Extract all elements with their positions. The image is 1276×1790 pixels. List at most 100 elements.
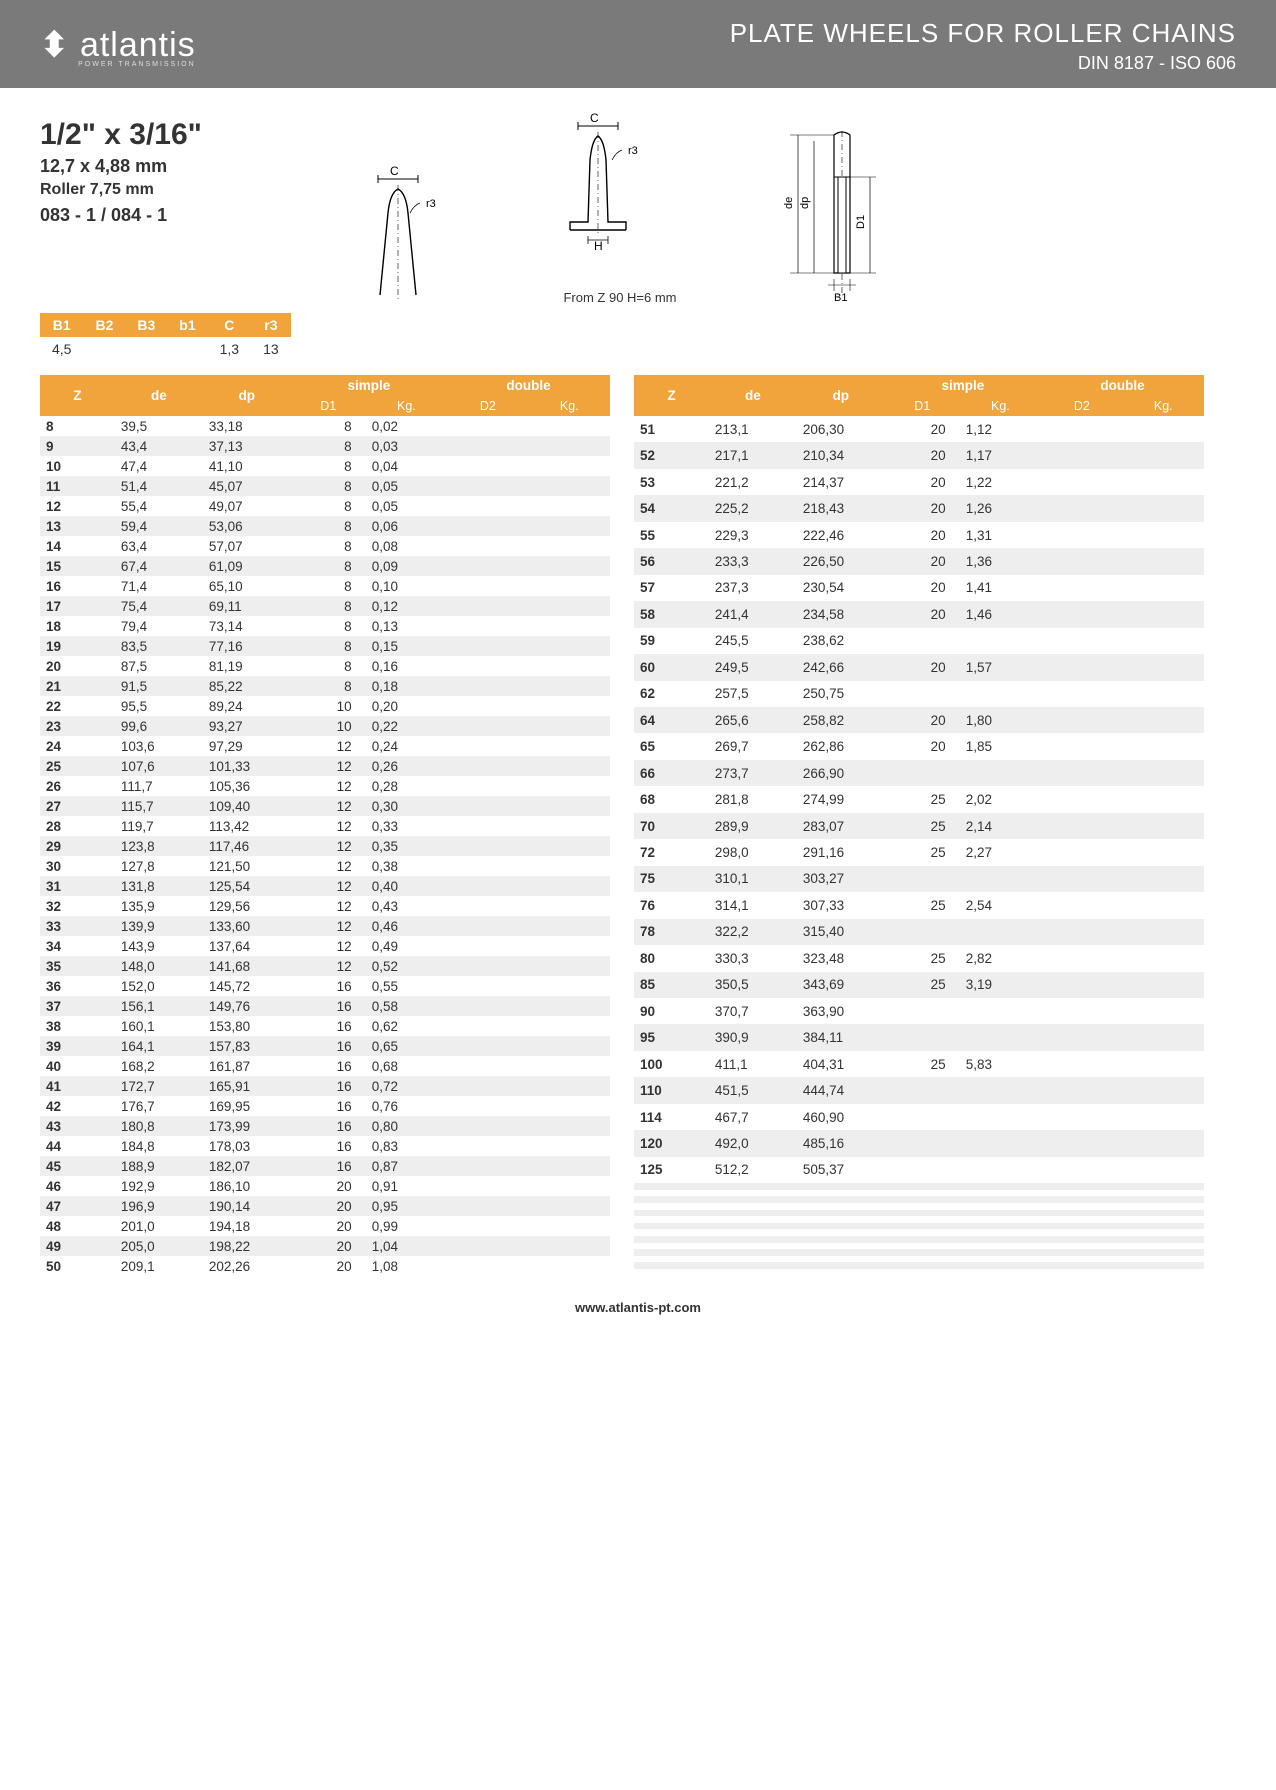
table-cell: 266,90: [797, 760, 885, 786]
table-cell: 1,41: [960, 575, 1041, 601]
table-cell: [960, 919, 1041, 945]
table-cell: [797, 1262, 885, 1269]
table-cell: [447, 916, 528, 936]
table-cell: [447, 656, 528, 676]
table-cell: 149,76: [203, 996, 291, 1016]
table-cell: 31: [40, 876, 115, 896]
table-cell: 512,2: [709, 1157, 797, 1183]
svg-text:H: H: [594, 239, 603, 253]
table-cell: 16: [291, 1096, 366, 1116]
table-cell: 148,0: [115, 956, 203, 976]
table-cell: 1,57: [960, 654, 1041, 680]
table-cell: [529, 996, 610, 1016]
mini-header: B2: [83, 313, 125, 337]
table-cell: 39,5: [115, 416, 203, 436]
table-cell: [1123, 1130, 1204, 1156]
table-cell: 451,5: [709, 1077, 797, 1103]
table-row: 34143,9137,64120,49: [40, 936, 610, 956]
table-cell: [960, 1223, 1041, 1230]
table-cell: [1123, 972, 1204, 998]
table-cell: 33: [40, 916, 115, 936]
table-cell: [885, 1183, 960, 1190]
table-cell: 93,27: [203, 716, 291, 736]
table-cell: 196,9: [115, 1196, 203, 1216]
table-cell: [960, 1190, 1041, 1197]
table-cell: [797, 1223, 885, 1230]
table-cell: [529, 476, 610, 496]
mini-cell: [167, 337, 207, 361]
table-cell: [1041, 681, 1122, 707]
table-cell: [709, 1216, 797, 1223]
table-cell: 23: [40, 716, 115, 736]
table-cell: 1,46: [960, 601, 1041, 627]
table-cell: [797, 1203, 885, 1210]
table-cell: [960, 1229, 1041, 1236]
table-cell: 10: [40, 456, 115, 476]
table-row: 1255,449,0780,05: [40, 496, 610, 516]
table-cell: 281,8: [709, 786, 797, 812]
table-cell: [885, 1223, 960, 1230]
table-row: 72298,0291,16252,27: [634, 839, 1204, 865]
logo-block: ⬍ atlantis POWER TRANSMISSION: [40, 25, 196, 68]
table-cell: 12: [291, 796, 366, 816]
table-cell: 16: [291, 976, 366, 996]
table-cell: [797, 1229, 885, 1236]
table-cell: 37: [40, 996, 115, 1016]
table-cell: 8: [291, 436, 366, 456]
table-cell: [1123, 1051, 1204, 1077]
table-cell: 182,07: [203, 1156, 291, 1176]
table-cell: 0,91: [366, 1176, 447, 1196]
table-cell: [960, 866, 1041, 892]
table-cell: [529, 596, 610, 616]
table-cell: [1123, 1256, 1204, 1263]
table-cell: 178,03: [203, 1136, 291, 1156]
table-cell: [1041, 1223, 1122, 1230]
table-cell: 17: [40, 596, 115, 616]
table-cell: 115,7: [115, 796, 203, 816]
table-cell: 0,80: [366, 1116, 447, 1136]
table-row: 125512,2505,37: [634, 1157, 1204, 1183]
mini-header: r3: [251, 313, 291, 337]
table-cell: 10: [291, 696, 366, 716]
table-cell: [1041, 1196, 1122, 1203]
table-row: 41172,7165,91160,72: [40, 1076, 610, 1096]
svg-text:C: C: [390, 165, 399, 178]
table-cell: [1041, 1024, 1122, 1050]
table-cell: [1041, 1077, 1122, 1103]
table-cell: 37,13: [203, 436, 291, 456]
table-cell: [1041, 733, 1122, 759]
table-cell: [885, 1104, 960, 1130]
table-row: 76314,1307,33252,54: [634, 892, 1204, 918]
header-band: ⬍ atlantis POWER TRANSMISSION PLATE WHEE…: [0, 0, 1276, 88]
table-row: 33139,9133,60120,46: [40, 916, 610, 936]
table-cell: 80: [634, 945, 709, 971]
table-cell: 36: [40, 976, 115, 996]
table-cell: [1041, 575, 1122, 601]
table-cell: [1123, 654, 1204, 680]
table-cell: [1041, 892, 1122, 918]
table-row: 943,437,1380,03: [40, 436, 610, 456]
table-cell: 40: [40, 1056, 115, 1076]
table-cell: [1123, 681, 1204, 707]
table-cell: 323,48: [797, 945, 885, 971]
table-cell: 8: [40, 416, 115, 436]
table-cell: [797, 1196, 885, 1203]
table-cell: 10: [291, 716, 366, 736]
title-block: PLATE WHEELS FOR ROLLER CHAINS DIN 8187 …: [730, 18, 1236, 74]
table-cell: 114: [634, 1104, 709, 1130]
table-cell: [1123, 416, 1204, 442]
table-cell: 13: [40, 516, 115, 536]
table-cell: [634, 1210, 709, 1217]
table-cell: [529, 1136, 610, 1156]
table-cell: [1041, 1249, 1122, 1256]
table-row: [634, 1243, 1204, 1250]
table-row: 36152,0145,72160,55: [40, 976, 610, 996]
table-cell: [709, 1243, 797, 1250]
table-cell: 262,86: [797, 733, 885, 759]
table-cell: 8: [291, 536, 366, 556]
table-cell: 41: [40, 1076, 115, 1096]
table-cell: [1123, 1210, 1204, 1217]
table-cell: 119,7: [115, 816, 203, 836]
table-cell: 184,8: [115, 1136, 203, 1156]
table-cell: 8: [291, 656, 366, 676]
